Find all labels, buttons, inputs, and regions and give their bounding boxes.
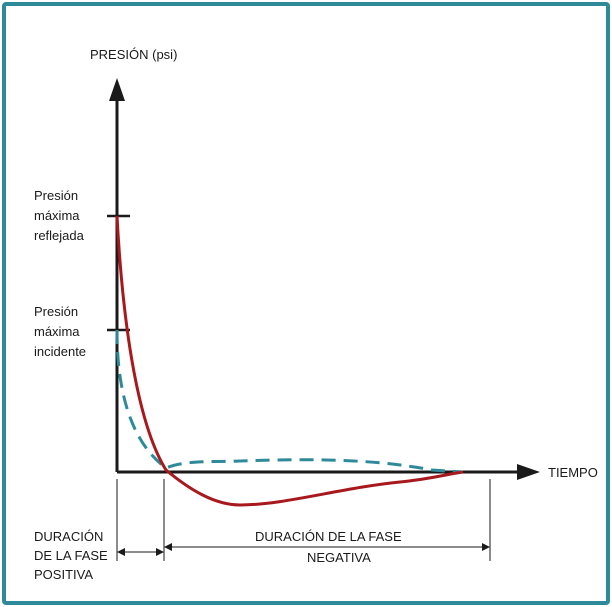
positive-duration-line-3: POSITIVA (34, 567, 93, 582)
reflected-label-line-3: reflejada (34, 228, 85, 243)
reflected-label-line-2: máxima (34, 208, 80, 223)
incident-label-line-2: máxima (34, 324, 80, 339)
incident-label-line-1: Presión (34, 304, 78, 319)
positive-duration-line-1: DURACIÓN (34, 529, 103, 544)
x-axis-label: TIEMPO (548, 465, 598, 480)
positive-duration-line-2: DE LA FASE (34, 548, 108, 563)
negative-duration-line-2: NEGATIVA (307, 550, 371, 565)
negative-duration-line-1: DURACIÓN DE LA FASE (255, 529, 402, 544)
incident-label-line-3: incidente (34, 344, 86, 359)
y-axis-label: PRESIÓN (psi) (90, 47, 177, 62)
frame-border (4, 4, 608, 603)
reflected-label-line-1: Presión (34, 188, 78, 203)
